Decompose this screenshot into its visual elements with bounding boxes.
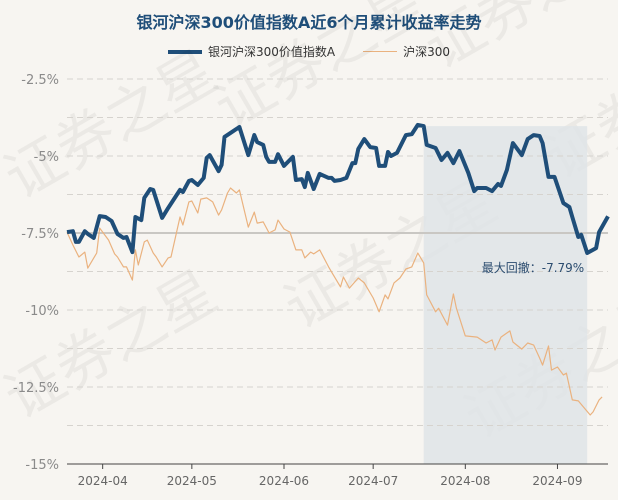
x-tick-label: 2024-08 (440, 474, 490, 488)
y-tick-label: -10% (25, 304, 59, 319)
x-tick-label: 2024-06 (259, 474, 309, 488)
x-tick-label: 2024-09 (532, 474, 582, 488)
legend-label-index: 沪深300 (403, 45, 451, 59)
x-tick-label: 2024-04 (78, 474, 128, 488)
legend-item-index[interactable]: 沪深300 (363, 43, 450, 60)
watermark-text: 证券之星 (203, 0, 438, 142)
drawdown-label: 最大回撤：-7.79% (482, 260, 584, 275)
legend-swatch-index (363, 51, 398, 52)
chart-title: 银河沪深300价值指数A近6个月累计收益率走势 (136, 13, 482, 32)
drawdown-area (423, 126, 588, 465)
series-line-fund (66, 122, 610, 255)
legend-item-fund[interactable]: 银河沪深300价值指数A (167, 43, 336, 60)
y-tick-label: -7.5% (21, 227, 59, 242)
y-tick-label: -12.5% (13, 381, 59, 396)
watermark-text: 证券之星 (0, 257, 228, 432)
x-tick-label: 2024-07 (348, 474, 398, 488)
legend-label-fund: 银河沪深300价值指数A (207, 45, 336, 59)
watermark-text: 证券之星 (0, 37, 228, 212)
legend: 银河沪深300价值指数A 沪深300 (0, 43, 618, 60)
watermark-text: 证券之星 (413, 0, 618, 82)
y-tick-label: -15% (25, 458, 59, 473)
y-tick-label: -5% (34, 150, 59, 165)
legend-swatch-fund (167, 49, 202, 54)
x-tick-label: 2024-05 (167, 474, 217, 488)
y-tick-label: -2.5% (21, 73, 59, 88)
series-line-index (66, 187, 603, 416)
